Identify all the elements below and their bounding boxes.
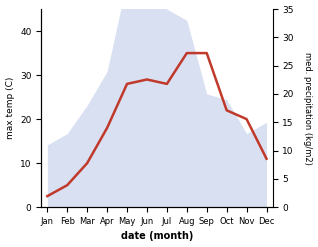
Y-axis label: med. precipitation (kg/m2): med. precipitation (kg/m2) <box>303 52 313 165</box>
X-axis label: date (month): date (month) <box>121 231 193 242</box>
Y-axis label: max temp (C): max temp (C) <box>5 77 15 139</box>
